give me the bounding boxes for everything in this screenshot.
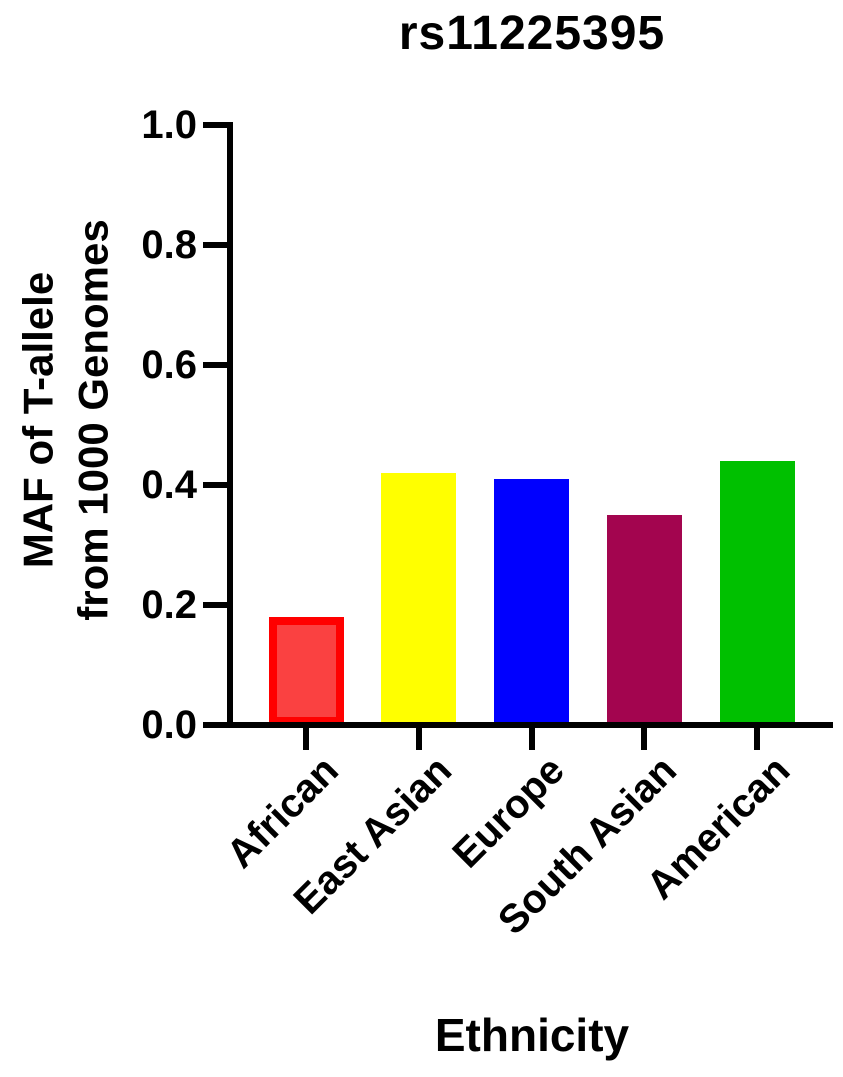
bar-african bbox=[268, 617, 344, 725]
y-tick bbox=[203, 602, 227, 608]
y-tick bbox=[203, 122, 227, 128]
bar-south-asian bbox=[606, 515, 682, 725]
y-tick-label: 0.4 bbox=[141, 463, 197, 507]
y-tick bbox=[203, 482, 227, 488]
x-axis-line bbox=[227, 722, 833, 728]
y-tick-label: 1.0 bbox=[141, 103, 197, 147]
chart-title: rs11225395 bbox=[398, 7, 666, 60]
y-tick-label: 0.6 bbox=[141, 343, 197, 387]
y-axis-line bbox=[227, 122, 233, 728]
bar-american bbox=[719, 461, 795, 725]
x-tick bbox=[641, 728, 648, 750]
y-tick bbox=[203, 722, 227, 728]
y-tick-label: 0.2 bbox=[141, 583, 197, 627]
x-tick bbox=[528, 728, 535, 750]
x-tick bbox=[754, 728, 760, 750]
bar-europe bbox=[494, 479, 569, 725]
x-axis-title: Ethnicity bbox=[434, 1009, 630, 1061]
bar-east-asian bbox=[381, 473, 457, 725]
x-tick bbox=[303, 728, 309, 750]
y-tick-label: 0.8 bbox=[141, 223, 197, 267]
y-tick bbox=[203, 242, 227, 248]
x-tick bbox=[415, 728, 422, 750]
y-tick-label: 0.0 bbox=[141, 703, 197, 747]
y-tick bbox=[203, 362, 227, 368]
